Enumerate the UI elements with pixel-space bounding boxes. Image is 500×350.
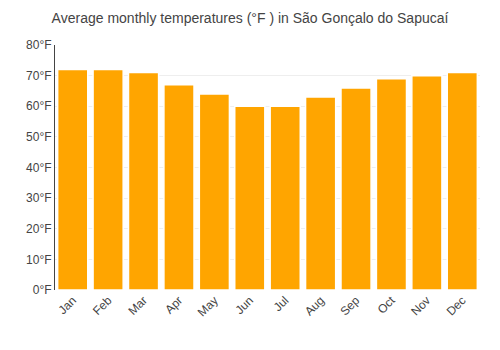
svg-text:Oct: Oct xyxy=(375,293,399,317)
svg-text:Aug: Aug xyxy=(302,293,327,318)
svg-text:Apr: Apr xyxy=(162,293,185,316)
svg-text:20°F: 20°F xyxy=(26,222,51,236)
svg-text:50°F: 50°F xyxy=(26,130,51,144)
svg-text:70°F: 70°F xyxy=(26,69,51,83)
svg-text:Mar: Mar xyxy=(125,293,150,318)
svg-text:Nov: Nov xyxy=(408,293,433,318)
svg-text:Sep: Sep xyxy=(337,293,362,318)
svg-text:40°F: 40°F xyxy=(26,161,51,175)
svg-text:0°F: 0°F xyxy=(33,283,52,297)
svg-text:Dec: Dec xyxy=(444,293,469,318)
svg-text:10°F: 10°F xyxy=(26,253,51,267)
svg-text:Jul: Jul xyxy=(271,293,292,314)
svg-text:60°F: 60°F xyxy=(26,99,51,113)
svg-text:Average monthly temperatures (: Average monthly temperatures (°F ) in Sã… xyxy=(52,10,449,26)
svg-text:Jan: Jan xyxy=(55,293,79,317)
svg-text:May: May xyxy=(195,293,221,319)
svg-text:Feb: Feb xyxy=(90,293,115,318)
svg-text:80°F: 80°F xyxy=(26,38,51,52)
svg-text:30°F: 30°F xyxy=(26,191,51,205)
svg-text:Jun: Jun xyxy=(233,293,257,317)
